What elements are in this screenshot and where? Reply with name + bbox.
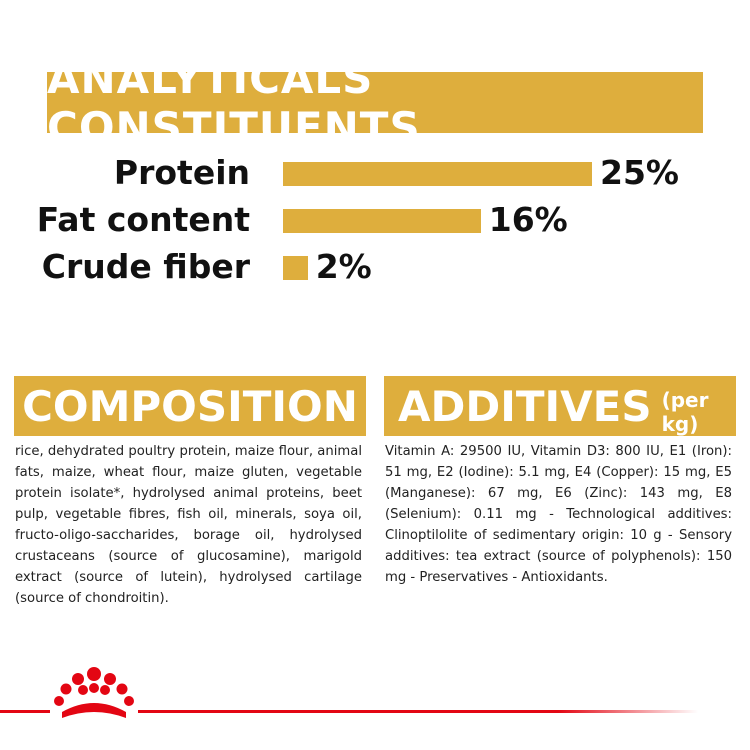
bar	[283, 209, 481, 233]
bar	[283, 256, 308, 280]
bar	[283, 162, 592, 186]
composition-text: rice, dehydrated poultry protein, maize …	[15, 444, 362, 606]
row-label: Crude fiber	[41, 247, 250, 286]
analyticals-header: ANALYTICALS CONSTITUENTS	[47, 54, 703, 152]
value-label: 2%	[315, 247, 372, 286]
crown-logo	[54, 667, 134, 718]
row-label: Fat content	[36, 200, 250, 239]
value-label: 25%	[600, 153, 679, 192]
additives-title: ADDITIVES	[398, 381, 652, 431]
additives-header: ADDITIVES (per kg)	[384, 376, 736, 436]
composition-title: COMPOSITION	[22, 381, 358, 431]
composition-header: COMPOSITION	[14, 376, 366, 436]
analyticals-title: ANALYTICALS CONSTITUENTS	[47, 53, 421, 152]
footer-line	[0, 710, 50, 713]
row-label: Protein	[113, 153, 250, 192]
value-label: 16%	[488, 200, 568, 239]
additives-text: Vitamin A: 29500 IU, Vitamin D3: 800 IU,…	[385, 444, 732, 585]
additives-note: (per kg)	[661, 388, 709, 436]
footer-line	[138, 710, 698, 713]
